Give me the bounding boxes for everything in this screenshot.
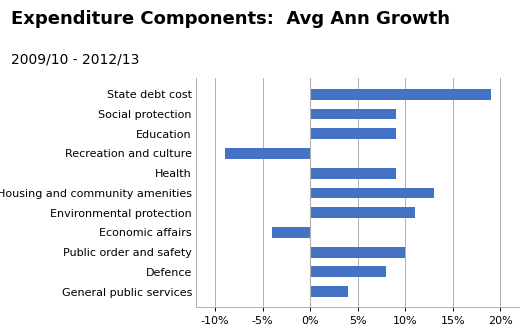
Text: Expenditure Components:  Avg Ann Growth: Expenditure Components: Avg Ann Growth <box>11 10 449 28</box>
Bar <box>310 109 396 119</box>
Bar <box>310 286 348 297</box>
Bar <box>310 267 386 277</box>
Bar <box>225 148 310 159</box>
Text: 2009/10 - 2012/13: 2009/10 - 2012/13 <box>11 52 139 66</box>
Bar <box>310 187 434 198</box>
Bar <box>272 227 310 238</box>
Bar <box>310 207 415 218</box>
Bar <box>310 89 491 100</box>
Bar <box>310 168 396 179</box>
Bar <box>310 247 405 258</box>
Bar <box>310 128 396 139</box>
